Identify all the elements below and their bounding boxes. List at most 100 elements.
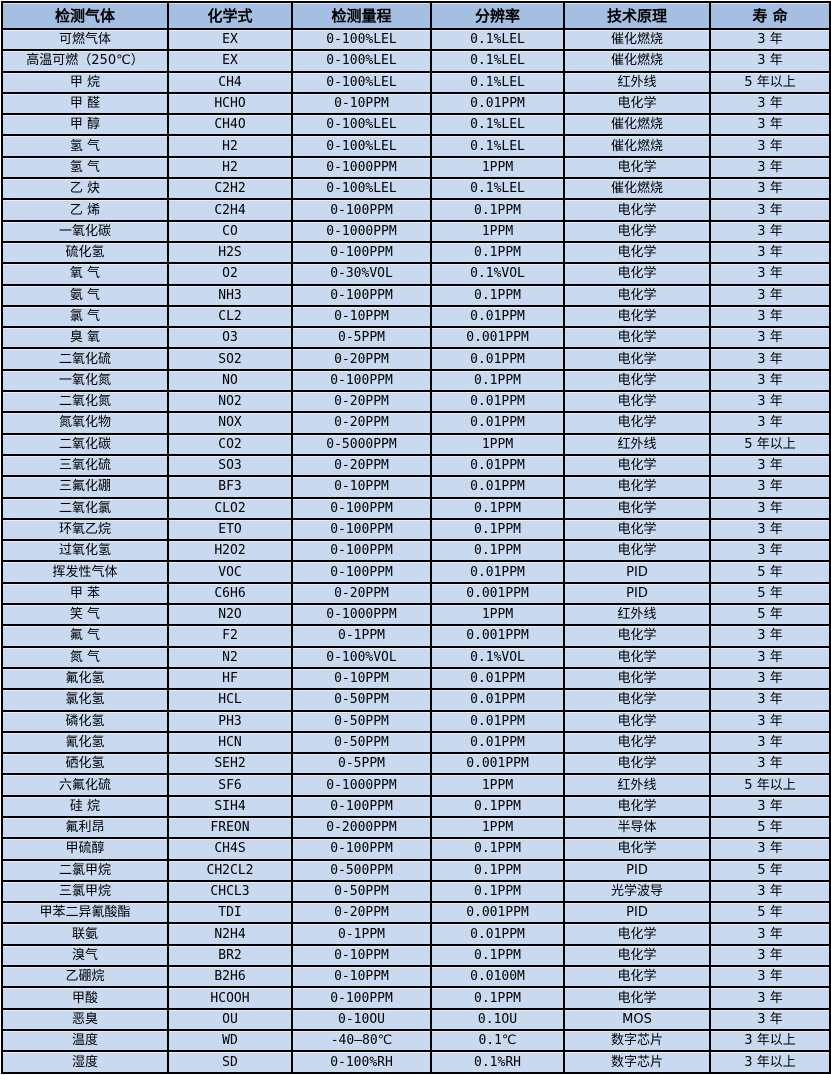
cell-lifespan: 3 年 [709, 730, 831, 755]
cell-range: 0-50PPM [291, 879, 432, 904]
cell-principle: 电化学 [563, 666, 711, 691]
cell-resolution: 0.01PPM [430, 453, 565, 478]
table-row: 可燃气体 EX 0-100%LEL 0.1%LEL 催化燃烧 3 年 [1, 27, 831, 52]
cell-lifespan: 3 年 [709, 113, 831, 137]
table-row: 乙 烯 C2H4 0-100PPM 0.1PPM 电化学 3 年 [1, 198, 831, 222]
cell-gas: 笑 气 [1, 603, 169, 627]
cell-lifespan: 3 年 [709, 91, 831, 116]
table-row: 二氧化氯 CLO2 0-100PPM 0.1PPM 电化学 3 年 [1, 496, 831, 520]
cell-resolution: 0.1PPM [430, 986, 565, 1010]
cell-principle: 电化学 [563, 411, 711, 435]
cell-resolution: 0.1%LEL [430, 134, 565, 158]
cell-lifespan: 3 年 [709, 475, 831, 499]
cell-range: 0-100%LEL [291, 134, 432, 158]
cell-lifespan: 3 年 [709, 1007, 831, 1031]
cell-gas: 臭 氧 [1, 326, 169, 350]
table-row: 氯 气 CL2 0-10PPM 0.01PPM 电化学 3 年 [1, 304, 831, 329]
cell-principle: 电化学 [563, 240, 711, 265]
table-row: 二氯甲烷 CH2CL2 0-500PPM 0.1PPM PID 5 年 [1, 858, 831, 882]
cell-formula: CHCL3 [167, 879, 293, 904]
table-row: 环氧乙烷 ETO 0-100PPM 0.1PPM 电化学 3 年 [1, 517, 831, 542]
cell-lifespan: 3 年 [709, 666, 831, 691]
cell-principle: 催化燃烧 [563, 27, 711, 52]
cell-resolution: 0.01PPM [430, 730, 565, 755]
cell-formula: PH3 [167, 709, 293, 733]
cell-principle: 电化学 [563, 283, 711, 307]
cell-range: 0-50PPM [291, 730, 432, 755]
cell-lifespan: 3 年 [709, 943, 831, 968]
cell-formula: CO2 [167, 432, 293, 456]
cell-range: -40—80℃ [291, 1028, 432, 1053]
cell-range: 0-10PPM [291, 475, 432, 499]
cell-lifespan: 3 年 [709, 837, 831, 861]
cell-range: 0-100PPM [291, 368, 432, 393]
cell-gas: 硒化氢 [1, 752, 169, 776]
cell-lifespan: 3 年 [709, 879, 831, 904]
cell-gas: 甲 苯 [1, 581, 169, 606]
cell-formula: CO [167, 219, 293, 243]
cell-range: 0-5PPM [291, 326, 432, 350]
cell-resolution: 0.01PPM [430, 347, 565, 371]
cell-range: 0-100%RH [291, 1050, 432, 1074]
cell-resolution: 0.1%LEL [430, 27, 565, 52]
cell-formula: C2H4 [167, 198, 293, 222]
cell-gas: 氟利昂 [1, 815, 169, 840]
cell-range: 0-100PPM [291, 517, 432, 542]
cell-principle: PID [563, 581, 711, 606]
header-row: 检测气体 化学式 检测量程 分辨率 技术原理寿 命 [1, 1, 831, 30]
cell-range: 0-100PPM [291, 794, 432, 818]
cell-resolution: 0.01PPM [430, 304, 565, 329]
cell-resolution: 0.01PPM [430, 560, 565, 584]
table-row: 甲酸 HCOOH 0-100PPM 0.1PPM 电化学 3 年 [1, 986, 831, 1010]
cell-principle: PID [563, 901, 711, 925]
table-row: 挥发性气体 VOC 0-100PPM 0.01PPM PID 5 年 [1, 560, 831, 584]
cell-resolution: 0.1PPM [430, 368, 565, 393]
cell-resolution: 0.1%VOL [430, 645, 565, 669]
cell-range: 0-2000PPM [291, 815, 432, 840]
table-row: 氨 气 NH3 0-100PPM 0.1PPM 电化学 3 年 [1, 283, 831, 307]
cell-resolution: 0.001PPM [430, 624, 565, 648]
cell-gas: 高温可燃（250℃） [1, 49, 169, 73]
cell-principle: 红外线 [563, 432, 711, 456]
table-row: 甲 醛 HCHO 0-10PPM 0.01PPM 电化学 3 年 [1, 91, 831, 116]
cell-principle: 数字芯片 [563, 1028, 711, 1053]
cell-range: 0-100PPM [291, 240, 432, 265]
cell-range: 0-100PPM [291, 283, 432, 307]
table-row: 臭 氧 O3 0-5PPM 0.001PPM 电化学 3 年 [1, 326, 831, 350]
table-row: 磷化氢 PH3 0-50PPM 0.01PPM 电化学 3 年 [1, 709, 831, 733]
cell-principle: 电化学 [563, 262, 711, 286]
cell-gas: 氢 气 [1, 155, 169, 180]
cell-lifespan: 3 年 [709, 326, 831, 350]
cell-formula: BR2 [167, 943, 293, 968]
cell-lifespan: 3 年 [709, 539, 831, 563]
cell-resolution: 0.1%VOL [430, 262, 565, 286]
cell-gas: 氰化氢 [1, 730, 169, 755]
cell-gas: 磷化氢 [1, 709, 169, 733]
cell-gas: 甲苯二异氰酸酯 [1, 901, 169, 925]
cell-lifespan: 3 年 [709, 198, 831, 222]
cell-lifespan: 5 年 [709, 815, 831, 840]
cell-lifespan: 5 年以上 [709, 773, 831, 797]
cell-formula: OU [167, 1007, 293, 1031]
cell-lifespan: 5 年 [709, 858, 831, 882]
cell-resolution: 0.1℃ [430, 1028, 565, 1053]
cell-formula: H2 [167, 134, 293, 158]
cell-lifespan: 5 年 [709, 581, 831, 606]
cell-gas: 过氧化氢 [1, 539, 169, 563]
cell-gas: 湿度 [1, 1050, 169, 1074]
cell-formula: SIH4 [167, 794, 293, 818]
cell-principle: 电化学 [563, 539, 711, 563]
cell-resolution: 0.01PPM [430, 922, 565, 946]
cell-principle: 电化学 [563, 368, 711, 393]
table-row: 联氨 N2H4 0-1PPM 0.01PPM 电化学 3 年 [1, 922, 831, 946]
cell-lifespan: 3 年 [709, 368, 831, 393]
cell-resolution: 1PPM [430, 432, 565, 456]
cell-principle: 电化学 [563, 986, 711, 1010]
cell-lifespan: 3 年 [709, 965, 831, 989]
cell-resolution: 0.1PPM [430, 198, 565, 222]
column-header-resolution: 分辨率 [430, 1, 565, 30]
cell-gas: 二氧化氮 [1, 390, 169, 414]
cell-gas: 甲硫醇 [1, 837, 169, 861]
cell-principle: 电化学 [563, 390, 711, 414]
cell-gas: 挥发性气体 [1, 560, 169, 584]
